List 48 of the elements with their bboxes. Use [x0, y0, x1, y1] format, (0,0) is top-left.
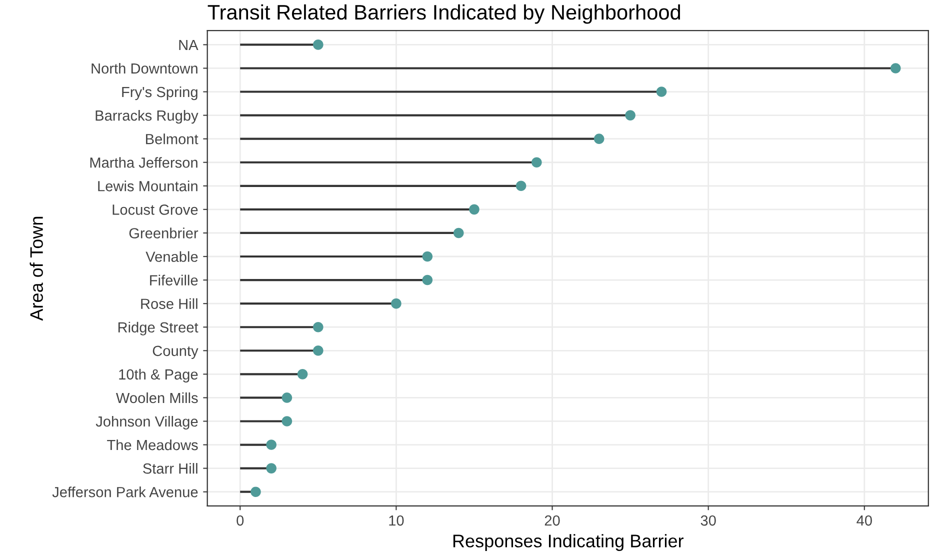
y-tick-label: Belmont: [146, 134, 198, 144]
y-tick-label: County: [152, 346, 198, 359]
y-axis-title: Area of Town: [30, 216, 43, 321]
point: [422, 274, 433, 286]
y-tick-label: Fifeville: [150, 274, 198, 286]
point: [625, 110, 636, 120]
y-tick-label: Greenbrier: [129, 228, 198, 238]
y-tick-label: Woolen Mills: [116, 392, 198, 404]
x-axis-title: Responses Indicating Barrier: [453, 534, 684, 551]
y-tick-label: North Downtown: [92, 62, 198, 74]
point: [282, 416, 292, 426]
y-tick-label: Venable: [146, 251, 198, 262]
x-tick-label: 0: [236, 515, 244, 526]
point: [313, 40, 324, 50]
point: [391, 298, 402, 309]
y-tick-label: Starr Hill: [143, 463, 198, 474]
x-tick-label: 10: [389, 515, 404, 526]
y-tick-label: Jefferson Park Avenue: [52, 486, 198, 498]
point: [313, 345, 324, 356]
y-tick-label: The Meadows: [107, 439, 198, 450]
point: [250, 486, 261, 497]
y-tick-label: 10th & Page: [119, 368, 198, 382]
point: [594, 134, 604, 144]
point: [469, 204, 480, 215]
y-tick-label: Barracks Rugby: [96, 110, 198, 124]
x-tick-label: 20: [544, 515, 560, 526]
point: [656, 86, 667, 97]
x-tick-label: 30: [700, 515, 716, 526]
chart-title: Transit Related Barriers Indicated by Neighborhood: [208, 4, 680, 24]
point: [516, 180, 526, 192]
y-tick-label: NA: [179, 40, 198, 50]
y-tick-label: Locust Grove: [112, 204, 198, 215]
y-tick-label: Fry's Spring: [122, 86, 198, 100]
y-tick-label: Martha Jefferson: [90, 157, 198, 168]
y-tick-label: Lewis Mountain: [98, 180, 198, 192]
y-tick-label: Rose Hill: [141, 298, 198, 309]
y-tick-label: Johnson Village: [96, 416, 198, 430]
point: [532, 157, 542, 168]
point: [453, 228, 464, 238]
point: [297, 369, 308, 380]
point: [313, 322, 324, 332]
y-tick-label: Ridge Street: [118, 322, 198, 336]
point: [422, 251, 433, 262]
x-tick-label: 40: [856, 515, 872, 526]
point: [282, 392, 292, 403]
point: [890, 63, 901, 74]
point: [266, 440, 276, 450]
point: [266, 463, 276, 474]
